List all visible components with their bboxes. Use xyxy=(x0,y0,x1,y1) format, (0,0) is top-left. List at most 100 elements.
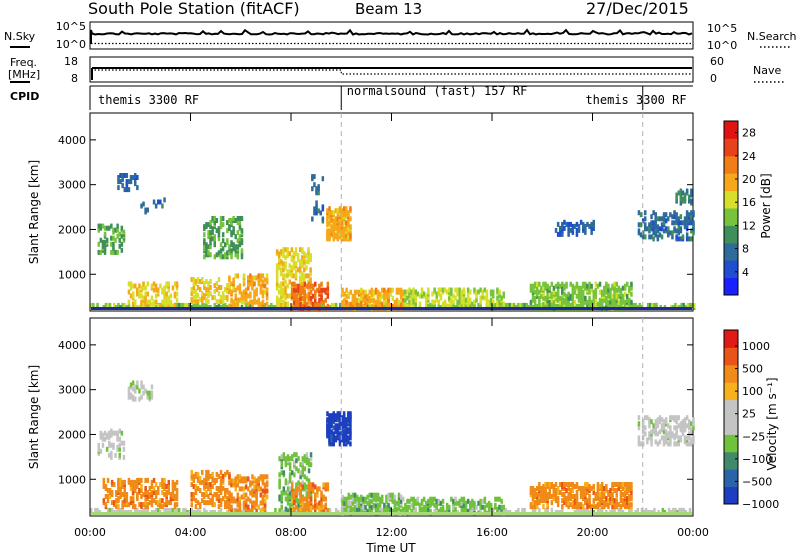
velocity-cell xyxy=(690,421,693,427)
velocity-cell xyxy=(559,490,562,495)
power-cell xyxy=(201,299,204,305)
power-cell xyxy=(161,203,164,209)
velocity-cell xyxy=(619,494,623,499)
power-cell xyxy=(364,303,367,309)
power-cell xyxy=(594,281,598,287)
power-cell xyxy=(677,190,680,196)
velocity-cell xyxy=(345,417,348,423)
power-cell xyxy=(238,283,242,289)
power-cell xyxy=(615,293,618,299)
power-cell xyxy=(234,234,237,240)
power-cell xyxy=(523,302,526,308)
velocity-cell xyxy=(213,492,216,497)
power-cell xyxy=(284,279,287,285)
power-cell xyxy=(188,302,191,308)
velocity-cell xyxy=(416,496,420,502)
power-cell xyxy=(349,289,353,295)
velocity-cell xyxy=(611,482,614,487)
power-cell xyxy=(462,297,466,303)
velocity-cell xyxy=(157,507,160,513)
power-cell xyxy=(261,299,265,305)
velocity-cell xyxy=(148,486,152,491)
velocity-cell xyxy=(224,500,227,506)
power-cell xyxy=(485,289,489,295)
power-cell xyxy=(673,226,676,232)
power-cell xyxy=(314,301,317,307)
power-cell xyxy=(232,277,235,283)
power-cell xyxy=(146,302,149,308)
power-cell xyxy=(110,241,113,247)
velocity-cell xyxy=(207,473,210,479)
velocity-cell xyxy=(118,452,121,458)
velocity-cell xyxy=(190,502,193,508)
velocity-cell xyxy=(342,411,346,417)
power-cell xyxy=(675,192,678,198)
velocity-cell xyxy=(146,394,149,400)
power-cell xyxy=(311,174,314,180)
velocity-cell xyxy=(150,479,154,485)
power-cell xyxy=(418,293,422,299)
power-cell xyxy=(685,188,689,194)
power-cell xyxy=(422,291,426,297)
velocity-cell xyxy=(251,508,254,514)
velocity-cell xyxy=(140,484,143,489)
power-cell xyxy=(575,293,579,299)
velocity-cell xyxy=(209,473,212,479)
velocity-cell xyxy=(353,508,357,514)
velocity-cell xyxy=(255,482,258,488)
power-cell xyxy=(140,285,143,291)
power-cell xyxy=(228,287,231,293)
velocity-cell xyxy=(230,492,233,498)
power-cell xyxy=(217,299,221,305)
power-cell xyxy=(234,252,237,258)
velocity-cell xyxy=(418,502,422,508)
power-cell xyxy=(685,210,689,216)
power-cell xyxy=(393,299,397,305)
power-cell xyxy=(163,289,166,295)
power-cell xyxy=(669,230,672,236)
power-cell xyxy=(435,297,438,303)
power-cell xyxy=(236,244,240,250)
power-cell xyxy=(496,299,499,305)
power-cell xyxy=(577,303,581,309)
velocity-cell xyxy=(171,486,175,491)
power-cell xyxy=(146,291,149,297)
velocity-cell xyxy=(288,462,292,468)
power-colorbar-swatch xyxy=(724,138,738,157)
power-cell xyxy=(119,179,122,185)
power-cell xyxy=(342,210,346,216)
power-cell xyxy=(652,226,655,232)
power-cell xyxy=(573,285,577,291)
velocity-cell xyxy=(650,429,653,435)
power-cell xyxy=(443,287,447,293)
velocity-cell xyxy=(351,506,355,512)
power-cell xyxy=(209,279,212,284)
velocity-cell xyxy=(140,502,143,508)
velocity-cell xyxy=(487,500,491,506)
velocity-cell xyxy=(439,506,443,512)
power-colorbar-label: 24 xyxy=(742,150,756,163)
power-cell xyxy=(336,212,340,218)
velocity-cell xyxy=(586,507,589,513)
velocity-cell xyxy=(211,494,214,499)
velocity-cell xyxy=(667,423,670,429)
power-cell xyxy=(303,299,307,305)
velocity-cell xyxy=(280,507,283,513)
velocity-cell xyxy=(293,490,296,496)
velocity-cell xyxy=(579,490,583,495)
power-cell xyxy=(253,289,256,295)
velocity-cell xyxy=(121,504,124,510)
velocity-cell xyxy=(362,507,365,513)
velocity-cell xyxy=(165,498,168,504)
power-cell xyxy=(309,289,313,295)
power-cell xyxy=(378,303,382,309)
power-cell xyxy=(675,216,678,222)
velocity-cell xyxy=(175,496,179,502)
velocity-cell xyxy=(142,390,145,396)
velocity-cell xyxy=(567,482,570,487)
velocity-cell xyxy=(219,479,223,485)
velocity-cell xyxy=(540,492,543,497)
velocity-cell xyxy=(569,488,572,493)
power-cell xyxy=(203,232,206,238)
power-cell xyxy=(203,293,206,299)
